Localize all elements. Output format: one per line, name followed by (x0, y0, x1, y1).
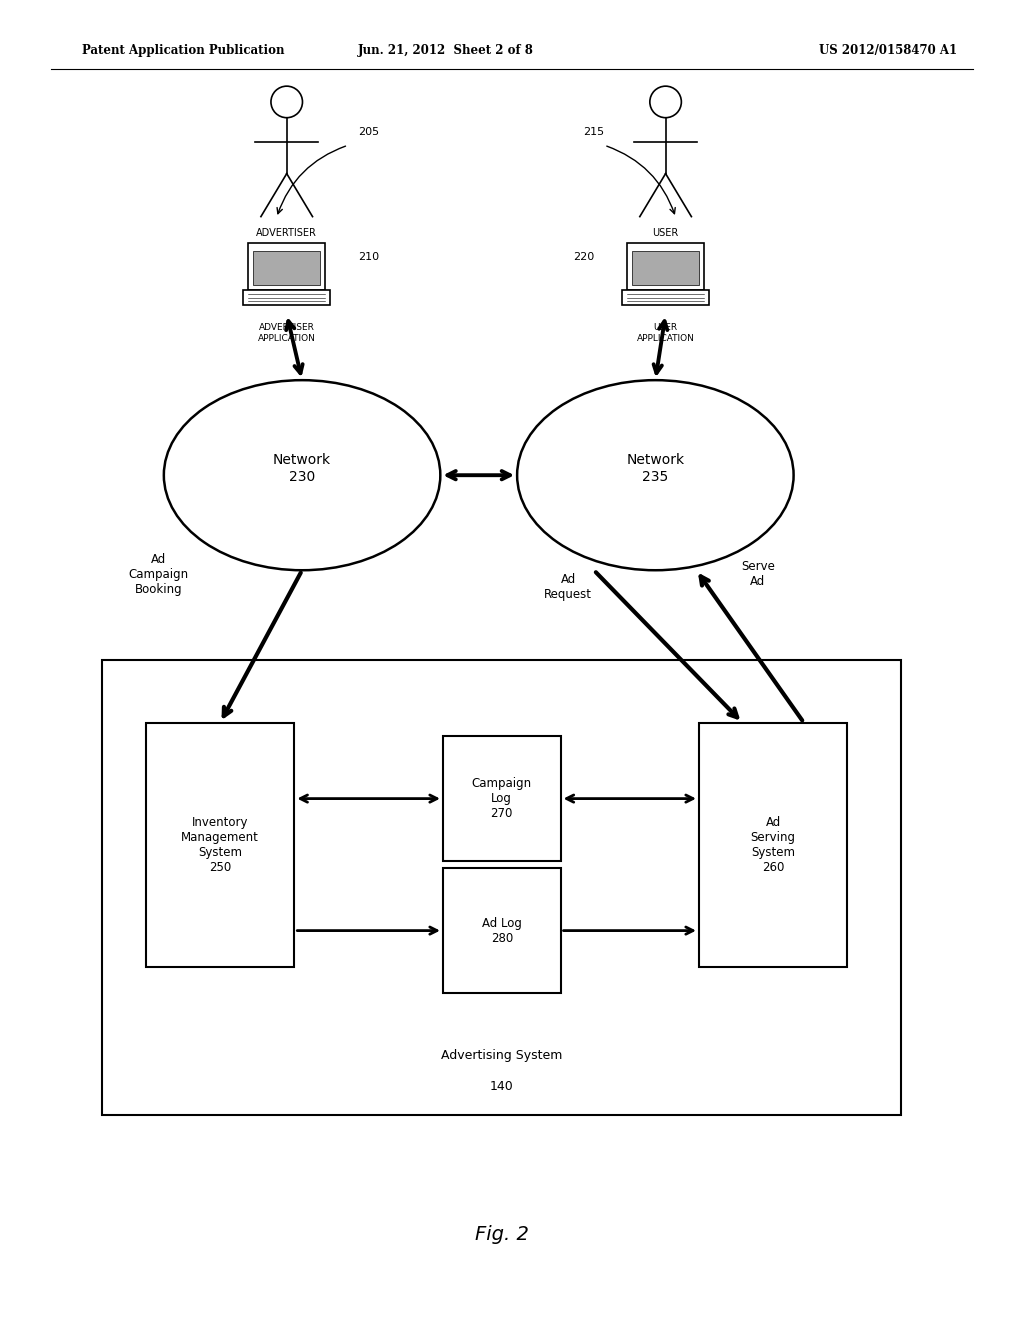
FancyBboxPatch shape (627, 243, 705, 290)
Text: USER: USER (652, 228, 679, 239)
Text: Ad
Campaign
Booking: Ad Campaign Booking (129, 553, 188, 595)
Text: USER
APPLICATION: USER APPLICATION (637, 323, 694, 343)
Ellipse shape (650, 86, 681, 117)
FancyBboxPatch shape (254, 251, 319, 285)
Ellipse shape (164, 380, 440, 570)
FancyBboxPatch shape (102, 660, 901, 1115)
Text: 140: 140 (489, 1080, 514, 1093)
Text: Jun. 21, 2012  Sheet 2 of 8: Jun. 21, 2012 Sheet 2 of 8 (357, 44, 534, 57)
Text: Ad
Request: Ad Request (545, 573, 592, 602)
FancyBboxPatch shape (244, 290, 330, 305)
Text: Ad Log
280: Ad Log 280 (482, 916, 521, 945)
Ellipse shape (271, 86, 302, 117)
Text: Fig. 2: Fig. 2 (475, 1225, 528, 1243)
FancyBboxPatch shape (249, 243, 326, 290)
Text: Serve
Ad: Serve Ad (740, 560, 775, 589)
Text: Campaign
Log
270: Campaign Log 270 (472, 777, 531, 820)
Text: Patent Application Publication: Patent Application Publication (82, 44, 285, 57)
FancyBboxPatch shape (442, 869, 561, 993)
Text: ADVERTISER: ADVERTISER (256, 228, 317, 239)
Ellipse shape (517, 380, 794, 570)
Text: 210: 210 (358, 252, 380, 263)
Text: US 2012/0158470 A1: US 2012/0158470 A1 (819, 44, 957, 57)
FancyBboxPatch shape (442, 737, 561, 861)
Text: Network
230: Network 230 (273, 454, 331, 483)
Text: Ad
Serving
System
260: Ad Serving System 260 (751, 816, 796, 874)
Text: Inventory
Management
System
250: Inventory Management System 250 (181, 816, 259, 874)
Text: 220: 220 (572, 252, 594, 263)
Text: 205: 205 (358, 127, 380, 137)
FancyBboxPatch shape (698, 723, 848, 966)
Text: Network
235: Network 235 (627, 454, 684, 483)
FancyBboxPatch shape (623, 290, 709, 305)
FancyBboxPatch shape (146, 723, 295, 966)
Text: Advertising System: Advertising System (441, 1049, 562, 1063)
Text: 215: 215 (583, 127, 604, 137)
FancyBboxPatch shape (633, 251, 699, 285)
Text: ADVERTISER
APPLICATION: ADVERTISER APPLICATION (258, 323, 315, 343)
